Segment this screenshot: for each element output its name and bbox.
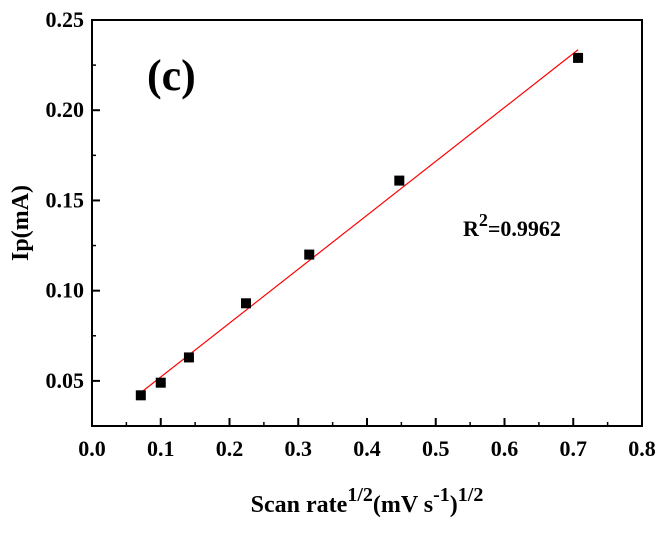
data-point	[304, 249, 315, 260]
data-point	[394, 175, 405, 186]
r-squared-annotation: R2=0.9962	[463, 210, 561, 241]
fit-line-layer	[140, 49, 579, 394]
x-tick-label: 0.3	[285, 436, 313, 461]
y-tick-label: 0.10	[46, 278, 85, 303]
y-tick-label: 0.20	[46, 97, 85, 122]
x-axis-title-unit-close: )	[450, 492, 458, 518]
data-point	[183, 352, 194, 363]
y-axis-ticks: 0.05 0.10 0.15 0.20 0.25	[46, 7, 100, 427]
x-tick-label: 0.5	[422, 436, 450, 461]
r-squared-sup: 2	[479, 210, 488, 230]
r-squared-value: =0.9962	[488, 216, 561, 241]
linear-fit-line	[140, 49, 579, 394]
x-tick-label: 0.7	[560, 436, 588, 461]
x-tick-label: 0.1	[147, 436, 175, 461]
x-axis-title-sup2: -1	[433, 484, 450, 506]
y-tick-label: 0.15	[46, 187, 85, 212]
x-axis-ticks: 0.0 0.1 0.2 0.3 0.4 0.5 0.6 0.7 0.8	[78, 418, 656, 461]
x-axis-title-sup3: 1/2	[458, 484, 484, 506]
panel-label: (c)	[147, 51, 196, 100]
data-point	[155, 377, 166, 388]
x-tick-label: 0.2	[216, 436, 244, 461]
x-tick-label: 0.4	[353, 436, 381, 461]
x-tick-label: 0.0	[78, 436, 106, 461]
data-points	[135, 52, 584, 401]
data-point	[573, 52, 584, 63]
x-axis-title-sup1: 1/2	[347, 484, 373, 506]
x-tick-label: 0.6	[491, 436, 519, 461]
r-squared-base: R	[463, 216, 480, 241]
y-tick-label: 0.05	[46, 368, 85, 393]
data-point	[241, 298, 251, 309]
y-axis-title: Ip(mA)	[8, 185, 34, 261]
x-axis-title-main: Scan rate	[251, 492, 348, 518]
data-point	[135, 390, 146, 401]
x-axis-title: Scan rate1/2(mV s-1)1/2	[251, 484, 484, 518]
x-axis-title-unit-open: (mV s	[373, 492, 433, 518]
x-tick-label: 0.8	[628, 436, 656, 461]
y-tick-label: 0.25	[46, 7, 85, 32]
